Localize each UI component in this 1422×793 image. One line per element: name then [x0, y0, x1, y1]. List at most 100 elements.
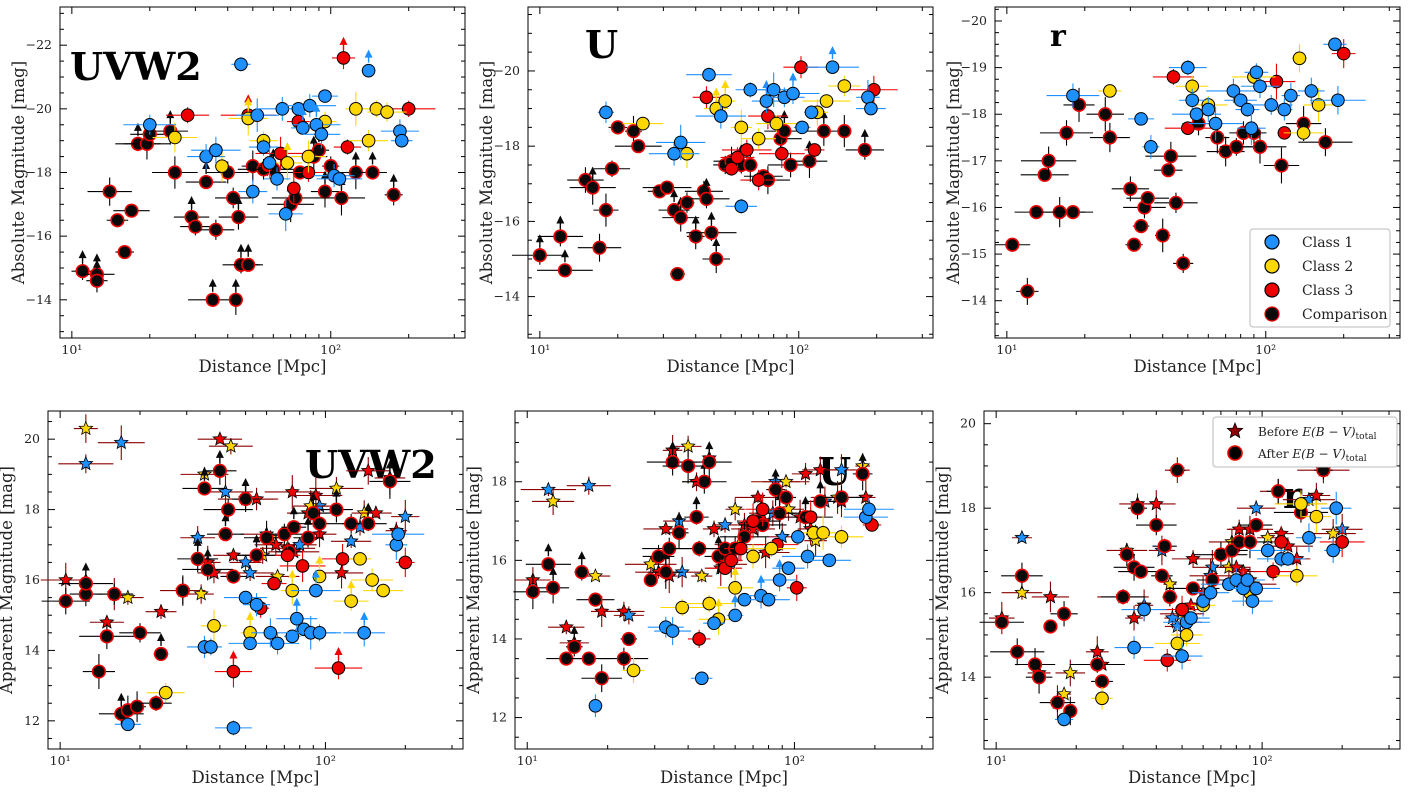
upper-limit-arrow — [332, 488, 341, 497]
point-comparison — [689, 510, 704, 525]
point-class2 — [344, 594, 358, 608]
upper-limit-arrow — [588, 166, 597, 175]
upper-limit-arrow — [244, 243, 253, 252]
star-point-before — [343, 533, 359, 548]
y-axis-label: Apparent Magnitude [mag] — [933, 466, 952, 695]
point-class1 — [673, 135, 688, 150]
point-comparison — [704, 225, 719, 240]
point-class1 — [238, 590, 253, 605]
point-comparison — [221, 502, 236, 517]
point-class1 — [1127, 640, 1141, 655]
star-point-before — [360, 462, 376, 478]
point-comparison — [643, 572, 658, 588]
y-axis-label: Absolute Magnitude [mag] — [944, 61, 963, 285]
point-comparison — [679, 195, 695, 210]
upper-limit-arrow — [208, 278, 217, 287]
point-class1 — [290, 611, 304, 626]
point-class1 — [361, 63, 376, 78]
point-class1 — [1185, 93, 1200, 108]
point-comparison — [58, 594, 73, 609]
point-class1 — [804, 105, 819, 120]
panel-apparent-r: 10¹ 10² 14 16 18 20 Distance [Mpc] Apparent Mag… — [933, 410, 1401, 787]
point-class1 — [1240, 573, 1255, 587]
data-marks — [979, 457, 1365, 727]
point-comparison — [604, 161, 620, 176]
plot-frame — [47, 410, 464, 750]
upper-limit-arrow — [702, 177, 711, 186]
point-comparison — [681, 458, 696, 474]
point-comparison — [259, 530, 274, 545]
y-axis-label: Apparent Magnitude [mag] — [464, 466, 483, 695]
upper-limit-arrow — [577, 551, 586, 560]
point-comparison — [1162, 589, 1177, 605]
point-comparison — [249, 548, 264, 563]
point-comparison — [89, 273, 105, 288]
point-class1 — [1175, 649, 1189, 663]
upper-limit-arrow — [714, 535, 723, 544]
point-class1 — [795, 120, 809, 135]
star-point-before — [1248, 500, 1264, 515]
upper-limit-arrow — [252, 534, 261, 543]
point-class1 — [1201, 102, 1216, 117]
point-class1 — [1328, 37, 1342, 52]
point-comparison — [585, 180, 600, 195]
point-class1 — [296, 121, 310, 135]
point-comparison — [857, 142, 872, 158]
point-class3 — [1181, 121, 1195, 136]
data-marks — [994, 37, 1366, 305]
point-comparison — [702, 454, 717, 470]
star-point-before — [368, 505, 384, 520]
point-comparison — [697, 474, 712, 489]
point-comparison — [1119, 547, 1134, 562]
point-class1 — [728, 608, 742, 623]
data-marks — [40, 414, 425, 736]
upper-limit-arrow — [334, 647, 343, 656]
x-tick-label: 10² — [1252, 753, 1273, 768]
x-axis-label: Distance [Mpc] — [1134, 357, 1262, 376]
point-class2 — [1289, 568, 1304, 583]
point-comparison — [386, 187, 401, 202]
upper-limit-arrow — [712, 87, 721, 96]
point-comparison — [834, 490, 849, 505]
star-point-before — [1014, 529, 1030, 545]
point-class1 — [761, 592, 776, 607]
upper-limit-arrow — [133, 122, 142, 131]
point-comparison — [670, 266, 685, 282]
upper-limit-arrow — [92, 253, 101, 262]
upper-limit-arrow — [714, 598, 723, 607]
y-tick-label: −20 — [494, 63, 520, 78]
y-tick-label: −19 — [961, 60, 987, 75]
point-class2 — [215, 159, 229, 173]
legend-label-class1: Class 1 — [1302, 235, 1353, 251]
point-comparison — [671, 525, 687, 540]
point-comparison — [772, 506, 787, 521]
y-tick-label: −14 — [494, 289, 520, 304]
point-comparison — [1274, 158, 1289, 173]
upper-limit-arrow — [712, 238, 721, 247]
star-point-before — [1126, 609, 1142, 625]
point-class1 — [332, 172, 347, 186]
point-comparison — [1170, 463, 1185, 478]
point-comparison — [1098, 107, 1113, 122]
upper-limit-arrow — [283, 141, 292, 150]
point-comparison — [1155, 228, 1170, 243]
point-comparison — [129, 699, 145, 714]
point-class1 — [1302, 530, 1316, 545]
point-class1 — [1326, 543, 1340, 558]
y-tick-label: 20 — [24, 431, 40, 446]
y-tick-label: 18 — [491, 474, 507, 489]
upper-limit-arrow — [351, 151, 360, 160]
point-comparison — [1027, 657, 1043, 672]
point-comparison — [802, 154, 817, 169]
point-comparison — [553, 229, 568, 244]
x-tick-label: 10¹ — [61, 342, 82, 357]
point-class2 — [380, 105, 394, 119]
y-tick-label: −16 — [26, 228, 52, 243]
point-class1 — [800, 549, 815, 564]
point-comparison — [1050, 695, 1065, 710]
x-tick-label: 10² — [788, 342, 809, 357]
point-class2 — [702, 596, 717, 611]
upper-limit-arrow — [385, 460, 394, 469]
point-class1 — [142, 117, 157, 132]
